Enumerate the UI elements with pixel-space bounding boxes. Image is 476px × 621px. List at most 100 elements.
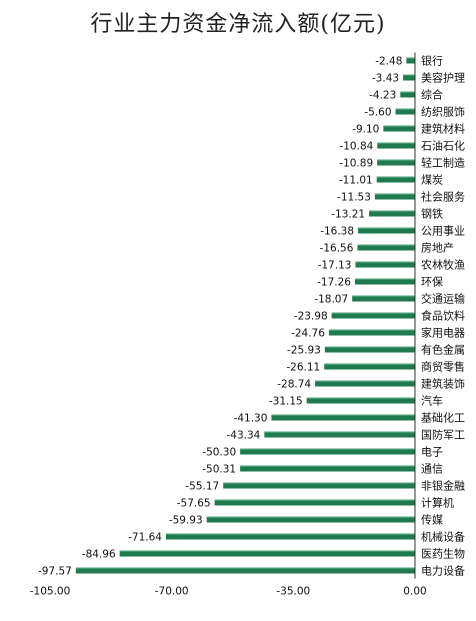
x-tick-label: -70.00 <box>155 586 189 598</box>
bar-highlight <box>377 142 415 144</box>
data-label: -24.76 <box>291 328 325 340</box>
bar <box>306 397 415 404</box>
category-label: 钢铁 <box>421 208 443 221</box>
category-label: 环保 <box>421 275 443 289</box>
bar-highlight <box>223 482 415 484</box>
bar-highlight <box>357 244 415 246</box>
category-label: 社会服务 <box>421 190 465 204</box>
bar <box>395 108 415 115</box>
data-label: -57.65 <box>177 498 211 510</box>
data-label: -4.23 <box>369 90 396 102</box>
data-label: -18.07 <box>314 294 348 306</box>
bar <box>352 295 415 302</box>
data-label: -97.57 <box>38 566 72 578</box>
data-label: -41.30 <box>234 413 268 425</box>
bar-highlight <box>119 550 416 552</box>
bar-highlight <box>165 533 415 535</box>
category-label: 非银金融 <box>421 479 465 493</box>
data-label: -28.74 <box>277 379 311 391</box>
bar-highlight <box>214 499 415 501</box>
bar-highlight <box>206 516 415 518</box>
bar <box>369 210 415 217</box>
category-label: 建筑装饰 <box>421 377 465 391</box>
category-label: 电子 <box>421 446 443 459</box>
category-label: 农林牧渔 <box>421 258 465 272</box>
bar-highlight <box>355 278 415 280</box>
bar <box>206 516 415 523</box>
category-label: 轻工制造 <box>421 156 465 170</box>
bar <box>324 346 415 353</box>
category-label: 公用事业 <box>421 225 465 238</box>
bar-highlight <box>403 74 415 76</box>
category-label: 电力设备 <box>421 564 465 578</box>
bar-highlight <box>271 414 415 416</box>
category-label: 煤炭 <box>421 174 443 187</box>
data-label: -26.11 <box>286 362 320 374</box>
bar <box>403 74 415 81</box>
data-label: -43.34 <box>226 430 260 442</box>
data-label: -31.15 <box>269 396 303 408</box>
data-label: -16.56 <box>320 243 354 255</box>
bar-highlight <box>324 346 415 348</box>
data-label: -50.30 <box>202 447 236 459</box>
bar-highlight <box>264 431 415 433</box>
bar-highlight <box>240 448 415 450</box>
bar <box>315 380 415 387</box>
data-label: -84.96 <box>82 549 116 561</box>
data-label: -17.26 <box>317 277 351 289</box>
data-label: -13.21 <box>331 209 365 221</box>
bar-highlight <box>328 329 415 331</box>
bar <box>355 261 415 268</box>
category-label: 食品饮料 <box>421 309 465 323</box>
category-label: 医药生物 <box>421 547 465 561</box>
bar <box>119 550 416 557</box>
category-label: 美容护理 <box>421 71 465 85</box>
bar-highlight <box>355 261 415 263</box>
data-label: -25.93 <box>287 345 321 357</box>
bar <box>376 176 415 183</box>
data-label: -71.64 <box>128 532 162 544</box>
bar-highlight <box>315 380 415 382</box>
category-label: 石油石化 <box>421 139 465 153</box>
bar-highlight <box>306 397 415 399</box>
bar <box>400 91 415 98</box>
data-label: -16.38 <box>320 226 354 238</box>
bar <box>355 278 415 285</box>
category-label: 家用电器 <box>421 326 465 340</box>
bar <box>271 414 415 421</box>
category-label: 纺织服饰 <box>421 105 465 119</box>
bar <box>328 329 415 336</box>
category-label: 汽车 <box>421 394 443 408</box>
category-label: 通信 <box>421 463 443 476</box>
category-label: 有色金属 <box>421 343 465 357</box>
category-label: 综合 <box>421 88 443 102</box>
data-label: -55.17 <box>185 481 219 493</box>
x-tick-label: -105.00 <box>30 586 71 598</box>
bar-highlight <box>377 159 415 161</box>
bar <box>406 57 415 64</box>
data-label: -9.10 <box>352 124 379 136</box>
data-label: -5.60 <box>364 107 391 119</box>
bar-highlight <box>358 227 415 229</box>
bar <box>358 227 415 234</box>
bar <box>383 125 415 132</box>
bar-highlight <box>383 125 415 127</box>
category-label: 商贸零售 <box>421 360 465 374</box>
data-label: -17.13 <box>318 260 352 272</box>
bar <box>331 312 415 319</box>
bar <box>377 142 415 149</box>
bar <box>165 533 415 540</box>
data-label: -11.01 <box>339 175 373 187</box>
bar-highlight <box>352 295 415 297</box>
category-label: 传媒 <box>421 514 443 527</box>
data-label: -59.93 <box>169 515 203 527</box>
data-label: -10.89 <box>339 158 373 170</box>
bar-highlight <box>395 108 415 110</box>
data-label: -10.84 <box>339 141 373 153</box>
bar <box>374 193 415 200</box>
bar <box>324 363 415 370</box>
bar <box>264 431 415 438</box>
category-label: 交通运输 <box>421 292 465 306</box>
bar <box>357 244 415 251</box>
